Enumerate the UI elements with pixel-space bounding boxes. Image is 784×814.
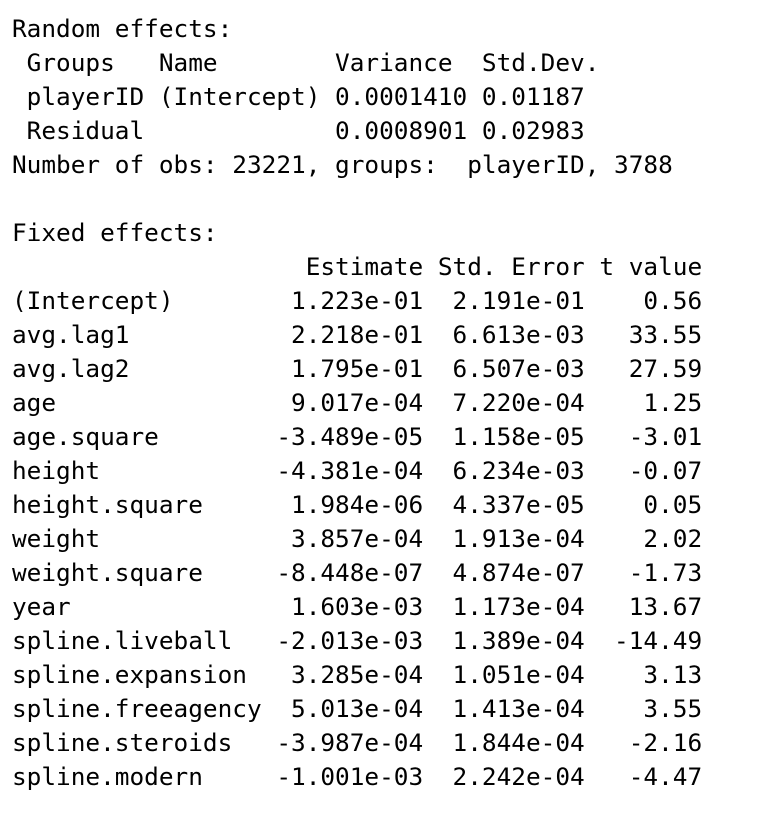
- fixed-effects-row: weight 3.857e-04 1.913e-04 2.02: [12, 524, 703, 553]
- obs-summary: Number of obs: 23221, groups: playerID, …: [12, 150, 673, 179]
- fixed-effects-row: age.square -3.489e-05 1.158e-05 -3.01: [12, 422, 703, 451]
- fixed-effects-row: age 9.017e-04 7.220e-04 1.25: [12, 388, 703, 417]
- fixed-effects-row: (Intercept) 1.223e-01 2.191e-01 0.56: [12, 286, 703, 315]
- fixed-effects-row: spline.modern -1.001e-03 2.242e-04 -4.47: [12, 762, 703, 791]
- fixed-effects-row: avg.lag1 2.218e-01 6.613e-03 33.55: [12, 320, 703, 349]
- fixed-effects-row: year 1.603e-03 1.173e-04 13.67: [12, 592, 703, 621]
- fixed-effects-row: spline.liveball -2.013e-03 1.389e-04 -14…: [12, 626, 703, 655]
- fixed-effects-row: spline.expansion 3.285e-04 1.051e-04 3.1…: [12, 660, 703, 689]
- fixed-effects-row: spline.steroids -3.987e-04 1.844e-04 -2.…: [12, 728, 703, 757]
- fixed-effects-row: avg.lag2 1.795e-01 6.507e-03 27.59: [12, 354, 703, 383]
- random-effects-row: playerID (Intercept) 0.0001410 0.01187: [12, 82, 585, 111]
- random-effects-heading: Random effects:: [12, 14, 233, 43]
- random-effects-row: Residual 0.0008901 0.02983: [12, 116, 585, 145]
- random-effects-header: Groups Name Variance Std.Dev.: [12, 48, 600, 77]
- fixed-effects-row: spline.freeagency 5.013e-04 1.413e-04 3.…: [12, 694, 703, 723]
- fixed-effects-header: Estimate Std. Error t value: [12, 252, 703, 281]
- fixed-effects-row: height -4.381e-04 6.234e-03 -0.07: [12, 456, 703, 485]
- fixed-effects-row: weight.square -8.448e-07 4.874e-07 -1.73: [12, 558, 703, 587]
- fixed-effects-heading: Fixed effects:: [12, 218, 218, 247]
- fixed-effects-row: height.square 1.984e-06 4.337e-05 0.05: [12, 490, 703, 519]
